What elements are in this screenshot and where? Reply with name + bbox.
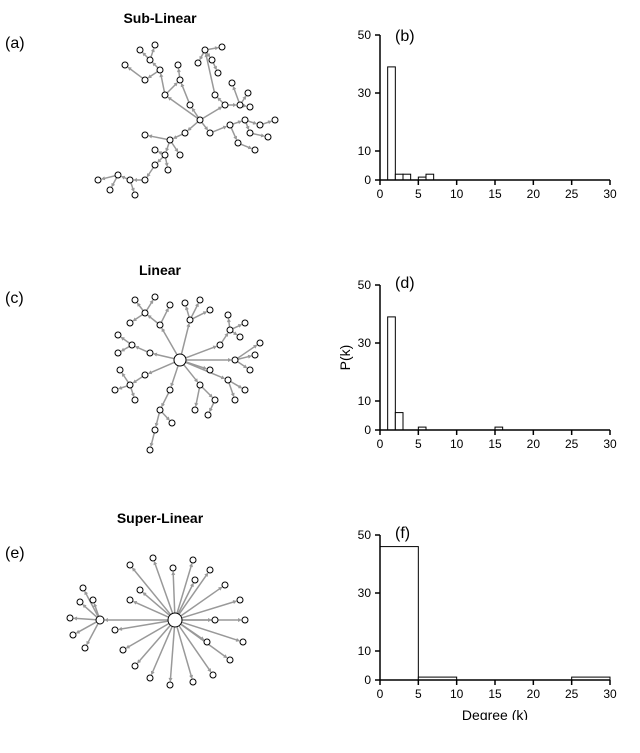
panel-label: (a) bbox=[5, 35, 25, 53]
svg-text:10: 10 bbox=[450, 437, 464, 451]
network-linear bbox=[60, 275, 290, 460]
svg-text:15: 15 bbox=[488, 437, 502, 451]
svg-text:0: 0 bbox=[377, 187, 384, 201]
network-sublinear bbox=[50, 25, 300, 205]
svg-text:15: 15 bbox=[488, 187, 502, 201]
svg-text:10: 10 bbox=[358, 144, 372, 158]
svg-text:0: 0 bbox=[377, 437, 384, 451]
histogram-superlinear: 0 5 10 15 20 25 30 0 10 30 50 Degree (k) bbox=[340, 525, 630, 720]
svg-text:25: 25 bbox=[565, 437, 579, 451]
svg-text:15: 15 bbox=[488, 687, 502, 701]
svg-text:30: 30 bbox=[603, 187, 617, 201]
svg-text:25: 25 bbox=[565, 187, 579, 201]
svg-text:20: 20 bbox=[527, 437, 541, 451]
network-title: Super-Linear bbox=[95, 510, 225, 526]
svg-text:5: 5 bbox=[415, 437, 422, 451]
svg-text:30: 30 bbox=[358, 86, 372, 100]
svg-text:10: 10 bbox=[358, 394, 372, 408]
histogram-linear: 0 5 10 15 20 25 30 0 10 30 50 P(k) bbox=[340, 275, 630, 470]
network-title: Sub-Linear bbox=[100, 10, 220, 26]
svg-text:50: 50 bbox=[358, 528, 372, 542]
svg-text:0: 0 bbox=[364, 673, 371, 687]
panel-label: (e) bbox=[5, 545, 25, 563]
svg-text:30: 30 bbox=[358, 586, 372, 600]
svg-text:50: 50 bbox=[358, 28, 372, 42]
network-superlinear bbox=[55, 530, 280, 710]
svg-text:10: 10 bbox=[450, 187, 464, 201]
svg-text:30: 30 bbox=[603, 687, 617, 701]
svg-text:30: 30 bbox=[358, 336, 372, 350]
svg-text:10: 10 bbox=[358, 644, 372, 658]
svg-text:5: 5 bbox=[415, 187, 422, 201]
svg-text:0: 0 bbox=[364, 173, 371, 187]
svg-text:P(k): P(k) bbox=[340, 345, 353, 371]
svg-text:25: 25 bbox=[565, 687, 579, 701]
svg-text:50: 50 bbox=[358, 278, 372, 292]
panel-label: (c) bbox=[5, 290, 24, 308]
svg-text:0: 0 bbox=[364, 423, 371, 437]
svg-text:20: 20 bbox=[527, 187, 541, 201]
svg-text:5: 5 bbox=[415, 687, 422, 701]
svg-text:10: 10 bbox=[450, 687, 464, 701]
histogram-sublinear: 0 5 10 15 20 25 30 0 10 30 50 bbox=[340, 25, 630, 220]
svg-text:20: 20 bbox=[527, 687, 541, 701]
svg-text:Degree (k): Degree (k) bbox=[462, 707, 528, 720]
svg-text:0: 0 bbox=[377, 687, 384, 701]
svg-text:30: 30 bbox=[603, 437, 617, 451]
